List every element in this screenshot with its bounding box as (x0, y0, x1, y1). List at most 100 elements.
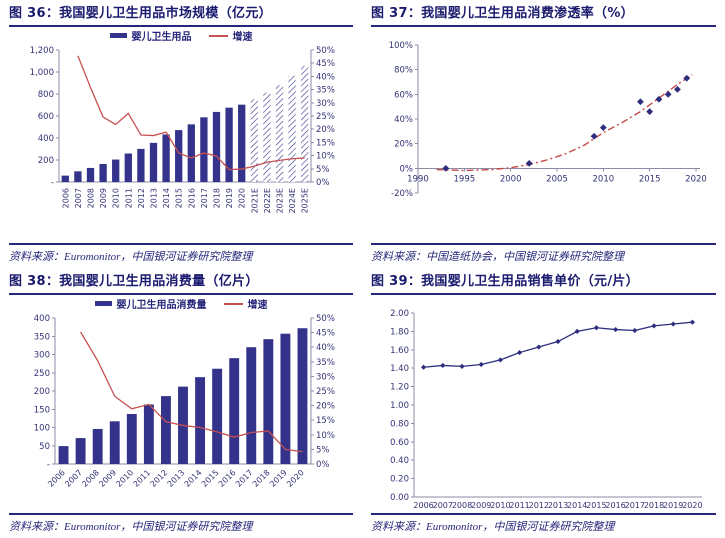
svg-text:20%: 20% (316, 402, 335, 412)
svg-text:2020: 2020 (285, 468, 306, 489)
svg-text:2015: 2015 (586, 501, 606, 510)
svg-text:25%: 25% (316, 387, 335, 397)
svg-text:2013: 2013 (150, 188, 159, 208)
figure-39-title: 图 39：我国婴儿卫生用品销售单价（元/片） (371, 274, 639, 289)
svg-text:2015: 2015 (175, 188, 184, 208)
svg-text:2015: 2015 (200, 468, 221, 489)
svg-text:2020: 2020 (685, 174, 707, 184)
svg-text:1995: 1995 (453, 174, 475, 184)
svg-text:0.80: 0.80 (390, 419, 409, 429)
figure-38-panel: 图 38：我国婴儿卫生用品消费量（亿片） 婴儿卫生用品消费量 增速 - 50 100… (0, 268, 362, 538)
svg-text:15%: 15% (316, 138, 335, 148)
svg-text:25%: 25% (316, 112, 335, 122)
svg-text:100%: 100% (388, 41, 412, 51)
svg-text:2013: 2013 (547, 501, 567, 510)
svg-text:2010: 2010 (114, 468, 135, 489)
figure-36-source: 资料来源：Euromonitor，中国银河证券研究院整理 (9, 251, 253, 263)
svg-text:2017: 2017 (234, 468, 255, 489)
bar-legend-swatch (109, 33, 127, 38)
svg-text:50%: 50% (316, 314, 335, 324)
figure-39-source-rule (371, 513, 716, 515)
svg-text:5%: 5% (316, 165, 330, 175)
svg-text:800: 800 (38, 90, 54, 100)
svg-text:2008: 2008 (451, 501, 471, 510)
figure-38-title-rule (9, 293, 353, 295)
figure-37-title: 图 37：我国婴儿卫生用品消费渗透率（%） (371, 6, 634, 21)
svg-text:0.60: 0.60 (390, 438, 409, 448)
figure-37-chart: -20% 0% 20% 40% 60% 80% 100% 1990 1995 2000 2005 20… (388, 41, 707, 199)
svg-text:5%: 5% (316, 445, 330, 455)
figure-38-chart: - 50 100 150 200 250 300 350 400 0% 5% 10% 15% 20% 25%… (34, 314, 335, 489)
svg-text:50: 50 (39, 442, 50, 452)
svg-text:2016: 2016 (605, 501, 625, 510)
svg-text:2008: 2008 (80, 468, 101, 489)
svg-text:2012: 2012 (528, 501, 548, 510)
svg-text:2017: 2017 (200, 188, 209, 208)
svg-text:1.80: 1.80 (390, 327, 409, 337)
line-legend-swatch (208, 34, 228, 37)
figure-36-title-rule (9, 25, 353, 27)
bar-legend-label: 婴儿卫生用品消费量 (116, 300, 207, 311)
figure-38-title: 图 38：我国婴儿卫生用品消费量（亿片） (9, 274, 259, 289)
figure-37-title-rule (371, 25, 716, 27)
svg-text:1.20: 1.20 (390, 383, 409, 393)
svg-text:80%: 80% (394, 66, 413, 76)
svg-text:2007: 2007 (432, 501, 452, 510)
svg-text:1.40: 1.40 (390, 364, 409, 374)
svg-text:2014: 2014 (183, 468, 204, 489)
svg-text:2023E: 2023E (276, 188, 285, 213)
figure-36-source-rule (9, 243, 353, 245)
svg-text:2019: 2019 (225, 188, 234, 208)
svg-text:2016: 2016 (217, 468, 238, 489)
svg-text:0.00: 0.00 (390, 493, 409, 503)
figure-38-source: 资料来源：Euromonitor，中国银河证券研究院整理 (9, 521, 253, 533)
svg-text:1990: 1990 (407, 174, 429, 184)
line-legend-label: 增速 (247, 300, 268, 311)
svg-text:2010: 2010 (112, 188, 121, 208)
svg-text:2007: 2007 (63, 468, 84, 489)
svg-text:2018: 2018 (213, 188, 222, 208)
svg-text:2010: 2010 (592, 174, 614, 184)
svg-text:400: 400 (34, 314, 50, 324)
figure-37-panel: 图 37：我国婴儿卫生用品消费渗透率（%） -20% 0% 20% 40% 60% 80%… (362, 0, 725, 268)
figure-36-title: 图 36：我国婴儿卫生用品市场规模（亿元） (9, 6, 272, 21)
figure-36-chart: - 200 400 600 800 1,000 1,200 0% 5% 10% 15% 20% 25% 3… (30, 46, 335, 213)
svg-text:2020: 2020 (682, 501, 702, 510)
svg-text:40%: 40% (316, 343, 335, 353)
svg-text:2011: 2011 (124, 188, 133, 208)
svg-text:2005: 2005 (546, 174, 568, 184)
svg-text:0%: 0% (316, 178, 330, 188)
svg-text:2016: 2016 (187, 188, 196, 208)
svg-text:45%: 45% (316, 59, 335, 69)
svg-text:2015: 2015 (638, 174, 660, 184)
figure-39-title-rule (371, 293, 716, 295)
figure-36-panel: 图 36：我国婴儿卫生用品市场规模（亿元） 婴儿卫生用品 增速 - 200 400 6… (0, 0, 362, 268)
svg-text:400: 400 (38, 134, 54, 144)
svg-text:2014: 2014 (567, 501, 587, 510)
figure-37-source: 资料来源：中国造纸协会，中国银河证券研究院整理 (371, 251, 624, 263)
svg-text:2018: 2018 (251, 468, 272, 489)
svg-text:100: 100 (34, 424, 50, 434)
svg-text:200: 200 (38, 156, 54, 166)
line-legend-label: 增速 (232, 32, 253, 43)
svg-text:2009: 2009 (99, 188, 108, 208)
figure-38-legend: 婴儿卫生用品消费量 增速 (9, 295, 353, 312)
svg-text:250: 250 (34, 369, 50, 379)
svg-text:200: 200 (34, 387, 50, 397)
svg-text:2024E: 2024E (288, 188, 297, 213)
svg-text:350: 350 (34, 332, 50, 342)
svg-text:1,000: 1,000 (30, 68, 54, 78)
figure-36-legend: 婴儿卫生用品 增速 (9, 27, 353, 44)
svg-text:2.00: 2.00 (390, 309, 409, 319)
svg-text:-: - (47, 460, 50, 470)
figure-39-source: 资料来源：Euromonitor，中国银河证券研究院整理 (371, 521, 615, 533)
svg-text:2006: 2006 (46, 468, 67, 489)
svg-text:2006: 2006 (413, 501, 433, 510)
svg-text:2019: 2019 (268, 468, 289, 489)
svg-text:2007: 2007 (74, 188, 83, 208)
svg-text:2009: 2009 (471, 501, 491, 510)
svg-text:2020: 2020 (238, 188, 247, 208)
svg-text:0%: 0% (399, 164, 413, 174)
svg-text:2019: 2019 (663, 501, 683, 510)
svg-text:20%: 20% (316, 125, 335, 135)
